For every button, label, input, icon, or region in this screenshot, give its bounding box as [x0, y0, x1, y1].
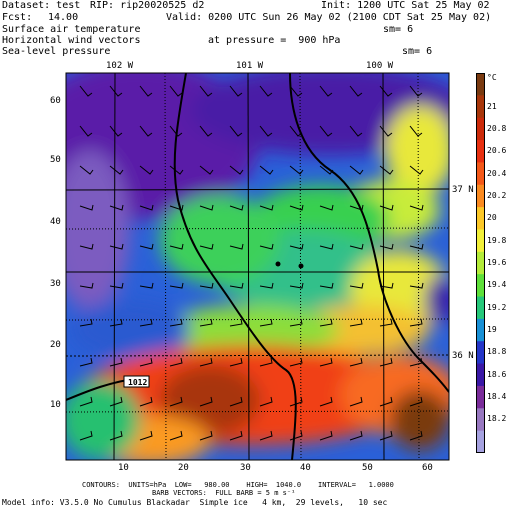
y-tick-60: 60: [50, 96, 61, 106]
colorbar-tick-label: 20.4: [487, 168, 507, 178]
x-tick-10: 10: [118, 463, 129, 473]
pressure-level: at pressure = 900 hPa: [208, 35, 341, 46]
y-tick-30: 30: [50, 279, 61, 289]
footer-barbs: BARB VECTORS: FULL BARB = 5 m s⁻¹: [152, 489, 296, 497]
footer-contours: CONTOURS: UNITS=hPa LOW= 980.00 HIGH= 10…: [82, 481, 394, 489]
station-markers: [275, 261, 304, 269]
colorbar-segment: [476, 207, 485, 230]
isobar-label: 1012: [128, 378, 148, 387]
lat-lon-grid: [66, 73, 449, 460]
colorbar-segment: [476, 184, 485, 208]
fcst-label: Fcst:: [2, 12, 33, 23]
colorbar-segment: [476, 385, 485, 409]
colorbar-tick-label: 19: [487, 325, 497, 335]
field-wind: Horizontal wind vectors: [2, 35, 141, 46]
lon-label-102w: 102 W: [106, 61, 134, 71]
colorbar-tick-label: 20.2: [487, 190, 507, 200]
colorbar-segment: [476, 162, 485, 186]
init-label: Init: 1200 UTC Sat 25 May 02: [321, 0, 490, 11]
colorbar-segment: [476, 341, 485, 365]
colorbar-tick-label: 18.8: [487, 347, 507, 357]
colorbar-segment: [476, 95, 485, 119]
lon-label-101w: 101 W: [236, 61, 264, 71]
county-lines: [66, 73, 449, 460]
y-tick-10: 10: [50, 400, 61, 410]
colorbar-segment: [476, 117, 485, 141]
colorbar-segment: [476, 140, 485, 163]
x-tick-30: 30: [240, 463, 251, 473]
colorbar-tick-label: 19.4: [487, 280, 507, 290]
colorbar-tick-label: 21: [487, 101, 497, 111]
colorbar-segment: [476, 430, 485, 453]
field-slp: Sea-level pressure: [2, 46, 111, 57]
rip-label: RIP: rip20020525 d2: [90, 0, 205, 11]
colorbar-segment: [476, 296, 485, 320]
colorbar-segment: [476, 73, 485, 96]
lon-label-100w: 100 W: [366, 61, 394, 71]
colorbar-tick-label: 20.6: [487, 146, 507, 156]
y-tick-50: 50: [50, 155, 61, 165]
lat-label-36n: 36 N: [452, 351, 474, 361]
wind-barbs: [79, 85, 424, 441]
colorbar-segment: [476, 363, 485, 387]
x-tick-20: 20: [178, 463, 189, 473]
colorbar: [476, 73, 485, 453]
colorbar-tick-label: 19.6: [487, 258, 507, 267]
footer-model: Model info: V3.5.0 No Cumulus Blackadar …: [2, 498, 388, 507]
dataset-label: Dataset: test: [2, 0, 81, 11]
colorbar-tick-label: 20: [487, 213, 497, 223]
valid-label: Valid: 0200 UTC Sun 26 May 02 (2100 CDT …: [166, 12, 492, 23]
colorbar-segment: [476, 408, 485, 432]
x-tick-50: 50: [362, 463, 373, 473]
sm-value-1: sm= 6: [383, 24, 414, 35]
colorbar-segment: [476, 274, 485, 298]
lat-label-37n: 37 N: [452, 185, 474, 195]
colorbar-tick-label: 18.2: [487, 414, 507, 424]
x-tick-40: 40: [300, 463, 311, 473]
colorbar-segment: [476, 251, 485, 275]
colorbar-tick-label: 19.2: [487, 302, 507, 312]
colorbar-tick-label: 20.8: [487, 123, 507, 133]
colorbar-segment: [476, 229, 485, 253]
colorbar-segment: [476, 318, 485, 342]
colorbar-unit: °C: [487, 73, 497, 82]
y-tick-40: 40: [50, 217, 61, 227]
field-temperature: Surface air temperature: [2, 24, 141, 35]
x-tick-60: 60: [422, 463, 433, 473]
colorbar-tick-label: 19.8: [487, 235, 507, 245]
colorbar-tick-label: 18.4: [487, 392, 507, 402]
y-tick-20: 20: [50, 340, 61, 350]
colorbar-tick-label: 18.6: [487, 369, 507, 379]
fcst-value: 14.00: [48, 12, 79, 23]
sm-value-2: sm= 6: [402, 46, 433, 57]
